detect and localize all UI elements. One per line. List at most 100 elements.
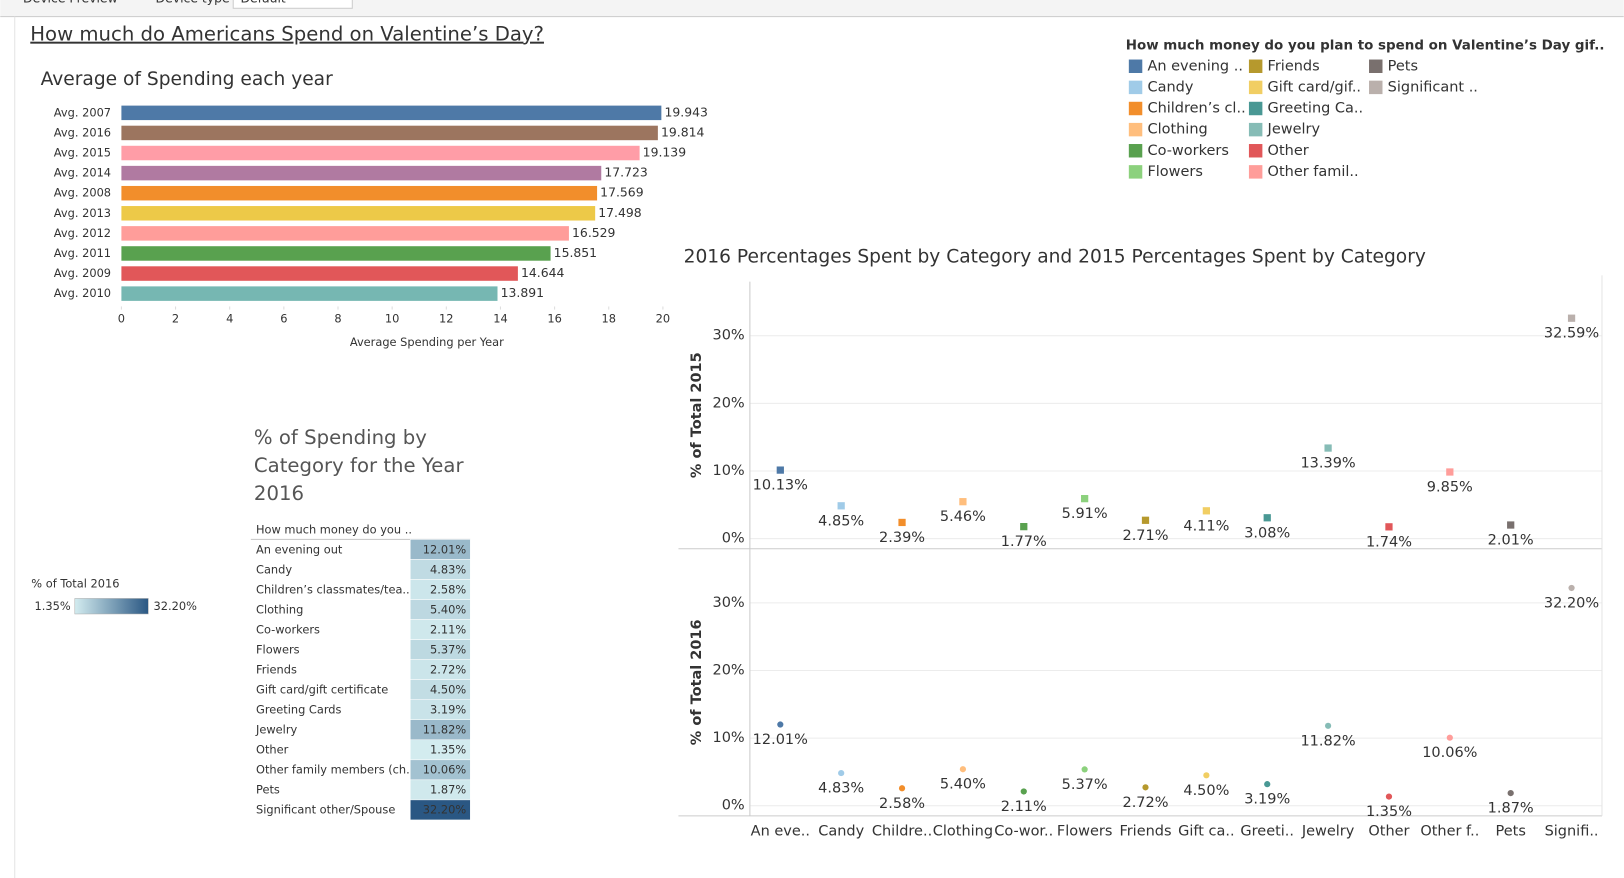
bar — [121, 165, 602, 181]
legend-swatch — [1128, 59, 1143, 73]
y-tick-label: Avg. 2012 — [54, 226, 111, 240]
toolbar-item[interactable]: Device type — [156, 0, 230, 5]
value-label: 32.20% — [1544, 596, 1599, 612]
x-tick-label: Childre.. — [872, 823, 932, 839]
x-tick-label: Signifi.. — [1545, 823, 1599, 839]
legend-swatch — [1369, 59, 1383, 73]
legend-label: Children’s cl.. — [1147, 101, 1245, 117]
legend-swatch — [1128, 122, 1143, 137]
x-tick-label: 16 — [547, 311, 561, 325]
dot — [1142, 784, 1149, 791]
cell-value: 11.82% — [423, 723, 467, 737]
value-label: 5.37% — [1062, 777, 1108, 793]
legend-label: Jewelry — [1267, 122, 1321, 138]
toolbar-item[interactable]: Device Preview — [23, 0, 118, 5]
legend-swatch — [1128, 101, 1143, 116]
value-label: 9.85% — [1427, 480, 1473, 496]
value-label: 3.19% — [1244, 792, 1290, 808]
legend-tick-label: 32.20% — [154, 599, 198, 613]
legend-title: % of Total 2016 — [31, 576, 119, 590]
x-tick-label: Friends — [1119, 823, 1171, 839]
legend-label: An evening .. — [1147, 58, 1242, 74]
dot — [1507, 521, 1515, 529]
row-label: Co-workers — [256, 622, 320, 636]
table-title: % of Spending by Category for the Year 2… — [253, 426, 464, 506]
row-label: Significant other/Spouse — [256, 803, 395, 817]
value-label: 19.814 — [661, 124, 705, 139]
legend-swatch — [1248, 144, 1263, 158]
cell — [410, 799, 471, 821]
legend-tick-label: 1.35% — [35, 599, 71, 613]
value-label: 17.498 — [598, 205, 642, 220]
bar — [121, 286, 498, 301]
value-label: 19.139 — [643, 145, 687, 160]
x-tick-label: 20 — [656, 311, 670, 325]
cell-value: 2.11% — [430, 622, 466, 636]
legend-label: Greeting Ca.. — [1268, 101, 1364, 117]
y-tick-label: 0% — [722, 531, 745, 547]
legend-label: Pets — [1388, 58, 1418, 74]
dot — [1446, 734, 1453, 741]
legend-swatch — [1248, 80, 1263, 95]
dot — [1324, 722, 1332, 729]
value-label: 2.72% — [1122, 795, 1168, 811]
x-tick-label: 4 — [226, 311, 233, 325]
column-header: How much money do you .. — [256, 523, 412, 537]
dropdown-value[interactable]: Default — [240, 0, 285, 5]
y-tick-label: Avg. 2011 — [54, 246, 111, 260]
legend-swatch — [1128, 80, 1143, 95]
row-label: Clothing — [256, 602, 303, 616]
dot — [837, 502, 845, 510]
value-label: 5.40% — [940, 777, 986, 793]
y-tick-label: Avg. 2015 — [54, 146, 111, 160]
legend-label: Other famil.. — [1268, 164, 1359, 180]
legend-swatch — [1369, 80, 1383, 95]
value-label: 5.46% — [940, 509, 986, 525]
row-label: Other family members (ch.. — [256, 763, 413, 777]
row-label: Gift card/gift certificate — [256, 683, 388, 697]
dot — [898, 785, 906, 792]
cell-value: 12.01% — [423, 542, 467, 556]
value-label: 19.943 — [664, 104, 707, 119]
legend-label: Friends — [1268, 58, 1320, 74]
dot — [1446, 468, 1454, 476]
bar — [121, 105, 662, 121]
legend-label: Gift card/gif.. — [1268, 79, 1361, 95]
chart-title: 2016 Percentages Spent by Category and 2… — [684, 246, 1426, 267]
cell-value: 2.58% — [430, 582, 466, 596]
x-tick-label: Greeti.. — [1240, 823, 1294, 839]
dropdown[interactable] — [232, 0, 353, 9]
y-tick-label: Avg. 2008 — [54, 186, 111, 200]
x-tick-label: 10 — [385, 311, 399, 325]
dot — [838, 769, 845, 777]
x-tick-label: 18 — [602, 311, 616, 325]
value-label: 4.85% — [818, 513, 864, 529]
x-tick-label: Other — [1368, 823, 1409, 839]
value-label: 17.569 — [600, 185, 644, 200]
x-tick-label: Gift ca.. — [1178, 823, 1234, 839]
x-tick-label: 0 — [118, 311, 125, 325]
value-label: 32.59% — [1544, 326, 1599, 342]
dot — [1324, 444, 1332, 452]
value-label: 12.01% — [753, 732, 808, 748]
dot — [1203, 772, 1210, 779]
cell-value: 3.19% — [430, 703, 466, 717]
legend-label: Co-workers — [1147, 143, 1228, 159]
dot — [1081, 495, 1089, 503]
value-label: 3.08% — [1244, 525, 1290, 541]
row-label: Pets — [256, 783, 280, 797]
legend-label: Clothing — [1147, 122, 1207, 138]
legend-swatch — [1248, 59, 1263, 73]
value-label: 1.87% — [1488, 801, 1534, 817]
x-tick-label: An eve.. — [751, 823, 810, 839]
value-label: 2.01% — [1488, 533, 1534, 549]
color-ramp — [74, 598, 149, 615]
x-tick-label: Candy — [818, 823, 864, 839]
dot — [1264, 781, 1271, 788]
dot — [1567, 314, 1576, 322]
dot — [898, 518, 906, 527]
y-tick-label: 0% — [722, 798, 745, 814]
cell-value: 1.35% — [430, 743, 466, 757]
dot — [1385, 523, 1393, 531]
x-tick-label: Clothing — [933, 823, 993, 839]
